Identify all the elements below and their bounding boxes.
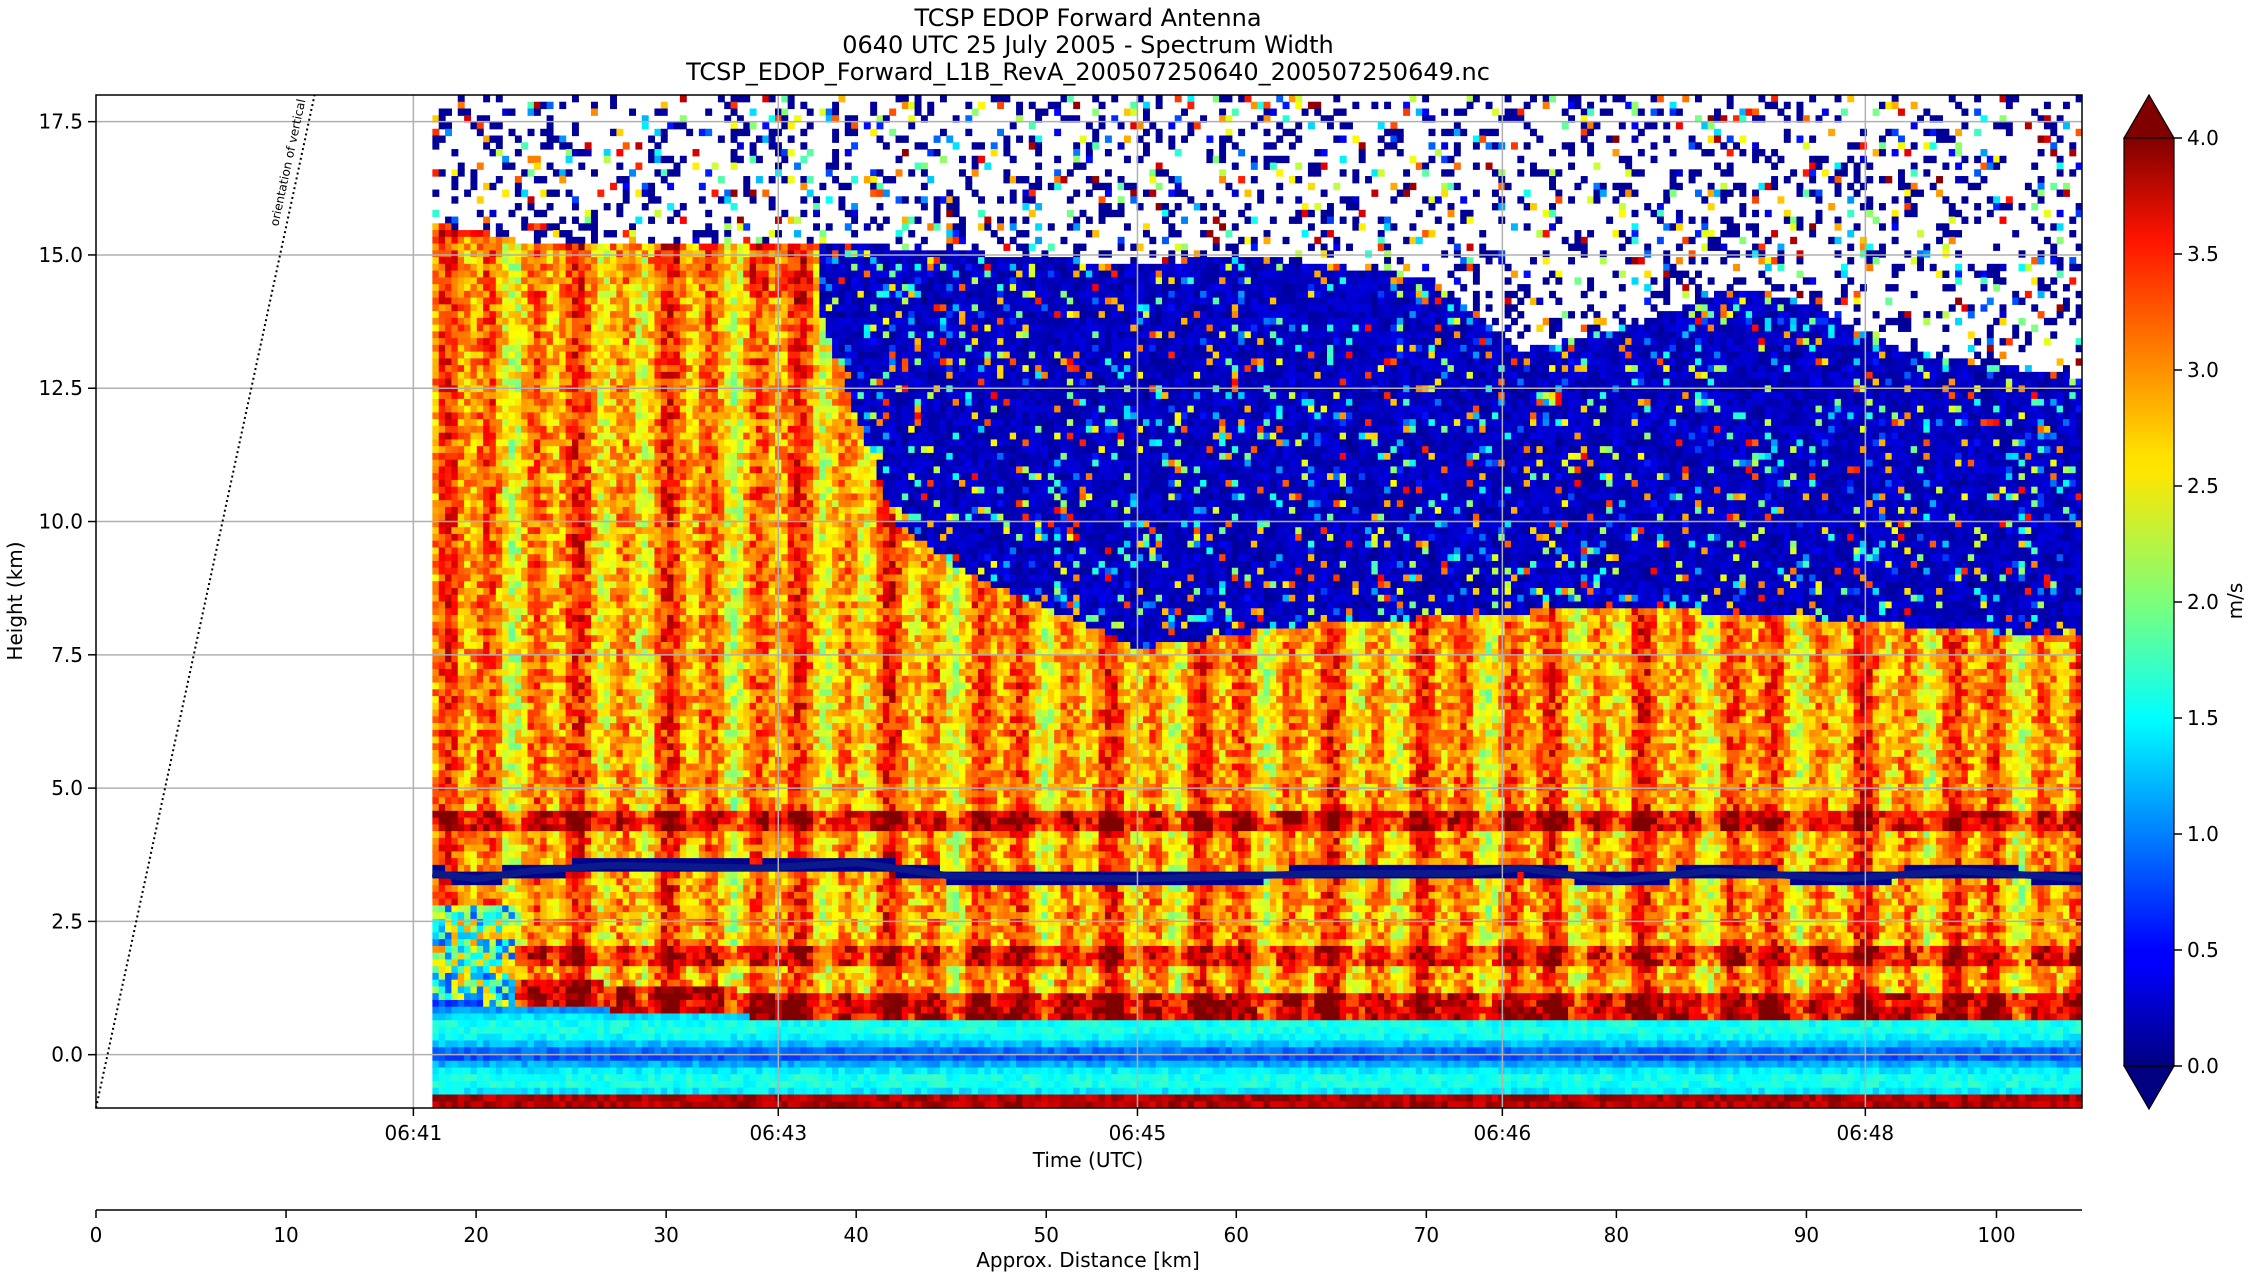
x-tick-label: 06:41	[385, 1121, 443, 1145]
y-tick-label: 2.5	[51, 909, 83, 933]
colorbar-tick-label: 1.0	[2187, 822, 2219, 846]
colorbar-tick-label: 3.0	[2187, 358, 2219, 382]
distance-tick-label: 40	[843, 1223, 868, 1247]
distance-tick-label: 60	[1224, 1223, 1249, 1247]
distance-tick-label: 30	[653, 1223, 678, 1247]
y-tick-label: 5.0	[51, 776, 83, 800]
y-tick-label: 7.5	[51, 643, 83, 667]
x-tick-label: 06:45	[1109, 1121, 1167, 1145]
colorbar-gradient	[2124, 138, 2174, 1066]
x-axis-time: 06:41 06:43 06:45 06:46 06:48	[385, 1108, 1895, 1145]
title-line-3: TCSP_EDOP_Forward_L1B_RevA_200507250640_…	[685, 58, 1490, 86]
title-line-1: TCSP EDOP Forward Antenna	[913, 4, 1261, 32]
colorbar-tick-label: 2.0	[2187, 590, 2219, 614]
distance-tick-label: 20	[463, 1223, 488, 1247]
distance-tick-label: 90	[1794, 1223, 1819, 1247]
distance-tick-label: 80	[1604, 1223, 1629, 1247]
y-tick-label: 10.0	[38, 510, 83, 534]
distance-tick-label: 0	[90, 1223, 103, 1247]
colorbar-tick-label: 3.5	[2187, 242, 2219, 266]
x-tick-label: 06:43	[749, 1121, 807, 1145]
y-tick-label: 0.0	[51, 1043, 83, 1067]
colorbar-extend-max	[2124, 95, 2174, 138]
x-axis-distance: 0 10 20 30 40 50 60 70 80 90 100	[90, 1210, 2082, 1247]
title-line-2: 0640 UTC 25 July 2005 - Spectrum Width	[842, 31, 1334, 59]
distance-tick-label: 10	[273, 1223, 298, 1247]
x-tick-label: 06:48	[1837, 1121, 1895, 1145]
x2-axis-label: Approx. Distance [km]	[976, 1248, 1200, 1272]
x-axis-label: Time (UTC)	[1032, 1148, 1144, 1172]
distance-tick-label: 100	[1977, 1223, 2015, 1247]
y-tick-label: 15.0	[38, 243, 83, 267]
colorbar-tick-label: 4.0	[2187, 126, 2219, 150]
x-tick-label: 06:46	[1474, 1121, 1532, 1145]
distance-tick-label: 50	[1034, 1223, 1059, 1247]
distance-tick-label: 70	[1414, 1223, 1439, 1247]
y-axis-label: Height (km)	[3, 541, 27, 660]
colorbar-label: m/s	[2223, 583, 2247, 620]
y-tick-label: 12.5	[38, 376, 83, 400]
colorbar: 0.0 0.5 1.0 1.5 2.0 2.5 3.0 3.5 4.0	[2124, 95, 2219, 1109]
colorbar-tick-label: 2.5	[2187, 474, 2219, 498]
colorbar-tick-label: 0.5	[2187, 938, 2219, 962]
colorbar-tick-label: 0.0	[2187, 1054, 2219, 1078]
colorbar-extend-min	[2124, 1066, 2174, 1109]
colorbar-tick-label: 1.5	[2187, 706, 2219, 730]
title: TCSP EDOP Forward Antenna 0640 UTC 25 Ju…	[685, 4, 1490, 86]
y-tick-label: 17.5	[38, 110, 83, 134]
y-axis: 0.0 2.5 5.0 7.5 10.0 12.5 15.0 17.5	[38, 110, 96, 1067]
